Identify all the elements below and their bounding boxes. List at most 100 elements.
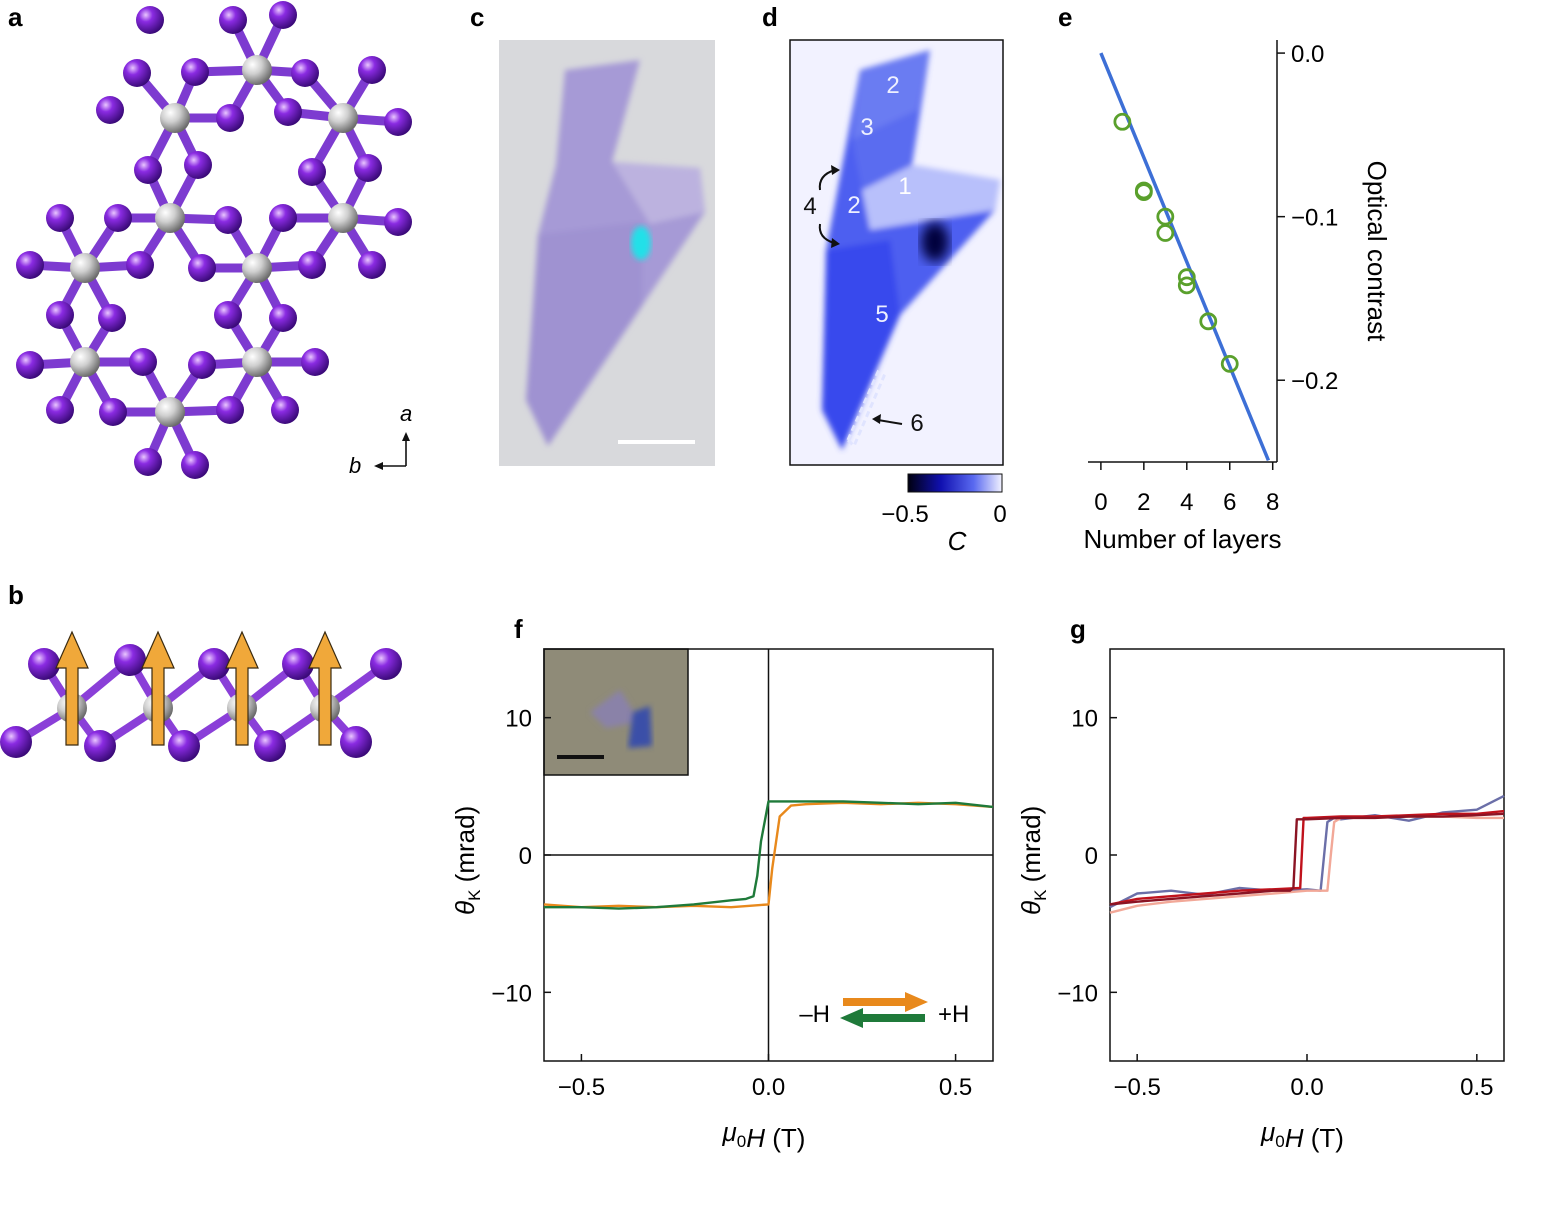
iodine-atom — [126, 251, 154, 279]
chart-f: −0.5 0.0 0.5 10 0 −10 μ0H (T) θK (mrad) –H +H — [450, 648, 994, 1153]
iodine-atom — [188, 254, 216, 282]
crystal-structure-top-view — [16, 1, 412, 479]
iodine-atom — [216, 396, 244, 424]
data-point — [1199, 312, 1218, 331]
iodine-atom — [28, 648, 60, 680]
iodine-atom — [98, 304, 126, 332]
iodine-atom — [16, 351, 44, 379]
panel-label-d: d — [762, 2, 778, 32]
chromium-atom — [70, 253, 100, 283]
iodine-atom — [384, 108, 412, 136]
spin-arrow — [225, 630, 259, 746]
iodine-atom — [384, 208, 412, 236]
y-axis-label: θK (mrad) — [1016, 806, 1050, 915]
panel-label-f: f — [514, 614, 523, 644]
panel-label-a: a — [8, 2, 23, 32]
data-point — [1177, 276, 1196, 295]
x-axis-label: μ0H (T) — [1260, 1117, 1344, 1153]
region-label-5: 5 — [875, 301, 888, 328]
region-label-3: 3 — [860, 114, 873, 141]
y-tick-label: −10 — [1057, 980, 1098, 1007]
colorbar — [907, 473, 1003, 493]
x-tick-label: 0.5 — [1460, 1074, 1493, 1101]
iodine-atom — [96, 96, 124, 124]
region-label-4: 4 — [803, 193, 816, 220]
iodine-atom — [340, 726, 372, 758]
spin-arrow — [55, 630, 89, 746]
series-line — [1109, 809, 1505, 906]
region-label-2: 2 — [886, 72, 899, 99]
iodine-atom — [370, 648, 402, 680]
iodine-atom — [282, 648, 314, 680]
y-tick-label: 0 — [519, 843, 532, 870]
series-line — [544, 800, 994, 910]
series-line — [1109, 812, 1505, 906]
iodine-atom — [181, 58, 209, 86]
iodine-atom — [269, 204, 297, 232]
iodine-atom — [134, 448, 162, 476]
iodine-atom — [84, 730, 116, 762]
iodine-atom — [214, 301, 242, 329]
iodine-atom — [188, 351, 216, 379]
chart-g: −0.5 0.0 0.5 10 0 −10 μ0H (T) θK (mrad) — [1016, 648, 1505, 1153]
x-axis-label: Number of layers — [1084, 524, 1282, 554]
data-point — [1220, 354, 1239, 373]
chromium-atom — [328, 203, 358, 233]
plot-frame — [1109, 648, 1505, 1062]
data-point — [1113, 112, 1132, 131]
y-axis-label-group: θK (mrad) — [450, 806, 484, 915]
iodine-atom — [254, 730, 286, 762]
iodine-atom — [271, 396, 299, 424]
y-tick-label: 10 — [1071, 706, 1098, 733]
legend-label-left: –H — [799, 1001, 830, 1028]
region-label-2b: 2 — [847, 192, 860, 219]
iodine-atom — [181, 451, 209, 479]
panel-label-b: b — [8, 580, 24, 610]
iodine-atom — [129, 348, 157, 376]
region-label-1: 1 — [898, 173, 911, 200]
legend-arrow-down — [840, 1008, 925, 1028]
x-tick-label: 4 — [1180, 489, 1193, 516]
scale-bar — [618, 440, 695, 444]
spin-arrow — [308, 630, 342, 746]
iodine-atom — [219, 6, 247, 34]
y-axis-label: θK (mrad) — [450, 806, 484, 915]
x-tick-label: 2 — [1137, 489, 1150, 516]
panel-label-c: c — [470, 2, 484, 32]
iodine-atom — [214, 206, 242, 234]
x-tick-label: 0.0 — [1290, 1074, 1323, 1101]
y-axis-label-group: θK (mrad) — [1016, 806, 1050, 915]
iodine-atom — [136, 6, 164, 34]
region-label-6: 6 — [910, 410, 923, 437]
inset-scale-bar — [557, 755, 604, 759]
iodine-atom — [134, 156, 162, 184]
chromium-atom — [242, 253, 272, 283]
y-tick-label: −0.1 — [1291, 205, 1338, 232]
iodine-atom — [99, 398, 127, 426]
y-axis-label: Optical contrast — [1362, 161, 1392, 342]
crystal-structure-side-view — [0, 630, 402, 762]
iodine-atom — [301, 348, 329, 376]
colorbar-tick-max: 0 — [993, 501, 1006, 528]
x-tick-label: 0.0 — [752, 1074, 785, 1101]
iodine-atom — [291, 59, 319, 87]
panel-label-g: g — [1070, 614, 1086, 644]
axis-a-label: a — [400, 401, 412, 426]
y-tick-label: 0 — [1085, 843, 1098, 870]
iodine-atom — [104, 204, 132, 232]
chromium-atom — [155, 203, 185, 233]
chromium-atom — [242, 55, 272, 85]
chromium-atom — [160, 103, 190, 133]
y-tick-label: −10 — [491, 980, 532, 1007]
chromium-atom — [328, 103, 358, 133]
x-tick-label: 0 — [1094, 489, 1107, 516]
region-6-arrow — [877, 419, 903, 425]
iodine-atom — [184, 151, 212, 179]
x-axis-label: μ0H (T) — [722, 1117, 806, 1153]
iodine-atom — [269, 304, 297, 332]
iodine-atom — [298, 251, 326, 279]
chromium-atom — [155, 397, 185, 427]
chromium-atom — [242, 347, 272, 377]
x-tick-label: 0.5 — [939, 1074, 972, 1101]
iodine-atom — [0, 726, 32, 758]
